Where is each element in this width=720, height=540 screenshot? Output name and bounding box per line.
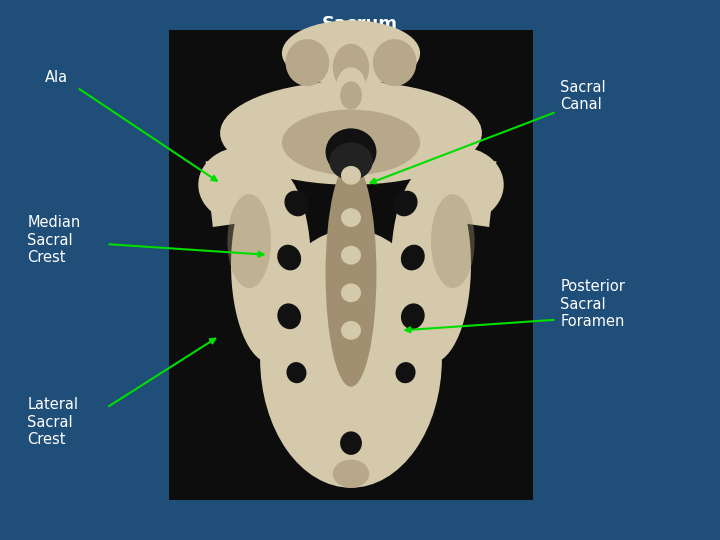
Ellipse shape: [341, 246, 361, 265]
Ellipse shape: [287, 362, 307, 383]
Ellipse shape: [416, 147, 504, 222]
Text: Sacral
Canal: Sacral Canal: [560, 80, 606, 112]
Ellipse shape: [220, 82, 482, 185]
Text: Lateral
Sacral
Crest: Lateral Sacral Crest: [27, 397, 78, 447]
Ellipse shape: [340, 82, 362, 110]
Ellipse shape: [401, 303, 425, 329]
Polygon shape: [206, 161, 297, 227]
Ellipse shape: [231, 166, 311, 363]
Ellipse shape: [286, 39, 329, 86]
Ellipse shape: [228, 194, 271, 288]
Text: Ala: Ala: [45, 70, 68, 85]
Ellipse shape: [325, 129, 377, 176]
Ellipse shape: [333, 460, 369, 488]
Ellipse shape: [284, 191, 308, 217]
Ellipse shape: [341, 321, 361, 340]
Ellipse shape: [341, 284, 361, 302]
Ellipse shape: [401, 245, 425, 271]
Polygon shape: [405, 161, 497, 227]
Ellipse shape: [373, 39, 416, 86]
Ellipse shape: [336, 68, 366, 105]
Ellipse shape: [333, 44, 369, 91]
Ellipse shape: [282, 110, 420, 176]
Ellipse shape: [198, 147, 286, 222]
Ellipse shape: [341, 166, 361, 185]
Ellipse shape: [341, 208, 361, 227]
Bar: [169, 30, 533, 500]
Ellipse shape: [340, 431, 362, 455]
Ellipse shape: [277, 303, 301, 329]
Ellipse shape: [282, 21, 420, 86]
Text: Sacrum: Sacrum: [322, 15, 398, 33]
Ellipse shape: [391, 166, 471, 363]
Ellipse shape: [394, 191, 418, 217]
Text: Posterior
Sacral
Foramen: Posterior Sacral Foramen: [560, 279, 625, 329]
Polygon shape: [297, 406, 405, 462]
Text: Median
Sacral
Crest: Median Sacral Crest: [27, 215, 81, 265]
Ellipse shape: [431, 194, 474, 288]
Ellipse shape: [277, 245, 301, 271]
Ellipse shape: [395, 362, 415, 383]
Ellipse shape: [329, 143, 373, 180]
Ellipse shape: [318, 410, 384, 457]
Ellipse shape: [325, 161, 377, 387]
Ellipse shape: [260, 230, 442, 488]
